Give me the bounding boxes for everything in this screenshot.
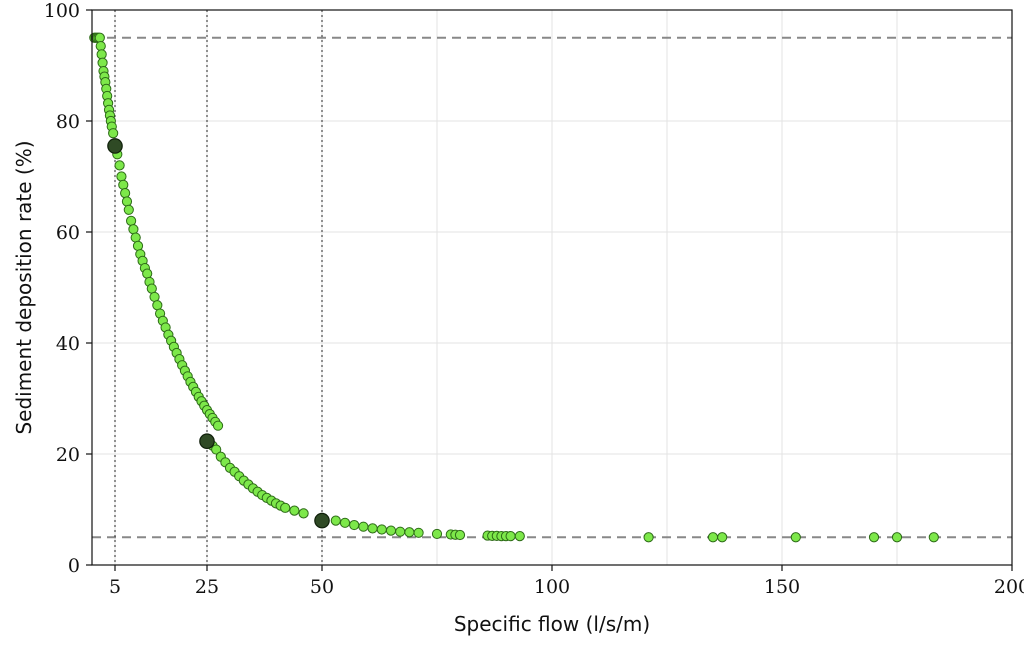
data-point xyxy=(928,532,939,543)
data-point xyxy=(130,232,141,243)
data-point xyxy=(330,515,341,526)
data-point xyxy=(280,502,291,513)
x-tick-label: 25 xyxy=(195,576,219,598)
y-tick-label: 60 xyxy=(56,222,80,244)
data-point xyxy=(289,505,300,516)
data-point xyxy=(212,420,224,431)
x-tick-label: 50 xyxy=(310,576,334,598)
data-point xyxy=(413,527,424,538)
x-axis-title: Specific flow (l/s/m) xyxy=(454,612,650,636)
data-point xyxy=(211,444,222,455)
highlight-point xyxy=(314,512,330,529)
data-point xyxy=(118,179,129,190)
y-axis-title: Sediment deposition rate (%) xyxy=(12,140,36,434)
data-point xyxy=(114,160,125,171)
y-tick-label: 40 xyxy=(56,333,80,355)
x-tick-label: 150 xyxy=(764,576,800,598)
data-point xyxy=(431,528,443,540)
x-tick-label: 200 xyxy=(994,576,1024,598)
data-point xyxy=(116,171,127,182)
data-point xyxy=(514,531,525,542)
highlight-point xyxy=(107,138,123,154)
data-point xyxy=(339,517,351,528)
data-point xyxy=(717,532,728,543)
data-point xyxy=(128,224,139,235)
grid-lines xyxy=(92,9,1013,566)
y-tick-label: 80 xyxy=(56,111,80,133)
data-point xyxy=(152,300,163,311)
data-point xyxy=(94,32,105,43)
y-tick-label: 100 xyxy=(44,0,80,22)
x-axis-ticks: 5 25 50 100 150 200 xyxy=(109,565,1024,598)
data-points xyxy=(89,32,939,543)
data-point xyxy=(97,57,108,68)
data-point xyxy=(358,521,369,532)
highlight-points xyxy=(107,138,330,529)
data-point xyxy=(790,532,801,543)
data-point xyxy=(707,532,719,543)
data-point xyxy=(96,49,107,60)
data-point xyxy=(385,525,397,536)
y-tick-label: 0 xyxy=(68,555,80,577)
data-point xyxy=(149,291,160,303)
data-point xyxy=(120,188,131,199)
data-point xyxy=(643,532,654,543)
data-point xyxy=(126,215,137,226)
data-point xyxy=(376,524,387,535)
data-point xyxy=(454,529,466,541)
y-axis-ticks: 0 20 40 60 80 100 xyxy=(44,0,92,577)
data-point xyxy=(404,527,415,538)
data-point xyxy=(349,519,360,531)
data-point xyxy=(868,532,880,543)
data-point xyxy=(123,204,134,215)
data-point xyxy=(121,196,133,207)
data-point xyxy=(395,526,406,537)
reference-lines xyxy=(92,10,1012,565)
data-point xyxy=(367,523,378,534)
x-tick-label: 5 xyxy=(109,576,121,598)
data-point xyxy=(891,532,903,543)
highlight-point xyxy=(199,433,215,450)
data-point xyxy=(146,283,157,294)
data-point xyxy=(142,268,153,279)
data-point xyxy=(298,508,309,519)
data-point xyxy=(108,128,119,139)
data-point xyxy=(132,240,144,251)
x-tick-label: 100 xyxy=(534,576,570,598)
y-tick-label: 20 xyxy=(56,444,80,466)
data-point xyxy=(505,531,516,542)
data-point xyxy=(95,40,106,52)
